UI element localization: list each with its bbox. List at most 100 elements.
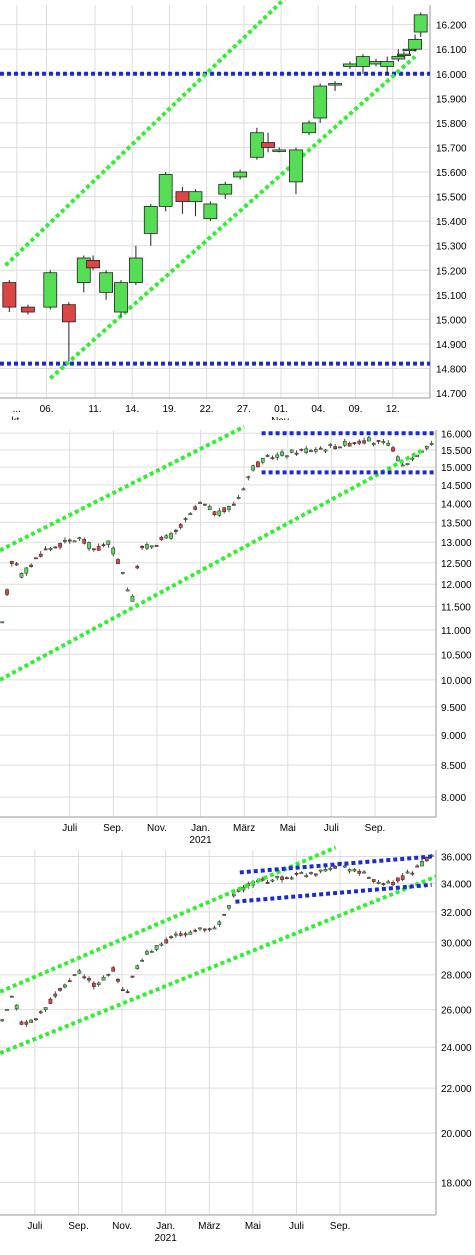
x-tick-label: Nov. bbox=[147, 823, 167, 834]
y-tick-label: 24.000 bbox=[441, 1043, 472, 1054]
candle-up bbox=[424, 446, 429, 449]
candle-down bbox=[53, 993, 58, 997]
y-tick-label: 15.000 bbox=[441, 463, 472, 474]
candle-up bbox=[367, 877, 371, 879]
y-tick-label: 15.600 bbox=[436, 168, 467, 179]
candle-down bbox=[164, 939, 169, 944]
x-tick-label: 06. bbox=[40, 404, 54, 415]
candle-down bbox=[183, 933, 188, 936]
y-tick-label: 16.000 bbox=[436, 70, 467, 81]
y-tick-label: 15.900 bbox=[436, 94, 467, 105]
y-tick-label: 15.300 bbox=[436, 242, 467, 253]
candle-down bbox=[338, 446, 342, 449]
candle-up bbox=[275, 876, 280, 879]
y-tick-label: 18.000 bbox=[441, 1179, 472, 1190]
candle-up bbox=[323, 869, 328, 872]
y-tick-label: 20.000 bbox=[441, 1129, 472, 1140]
x-tick-label: Sep. bbox=[68, 1221, 89, 1232]
candle-down bbox=[270, 457, 275, 460]
candle-down bbox=[371, 879, 376, 882]
chart-panel-1: 14.700 14.800 14.900 15.000 15.100 15.200 15.3… bbox=[0, 0, 475, 427]
x-tick-label: Jan. bbox=[156, 1221, 175, 1232]
y-tick-label: 15.200 bbox=[436, 266, 467, 277]
y-tick-label: 16.100 bbox=[436, 45, 467, 56]
candle-down bbox=[352, 442, 357, 444]
y-tick-label: 16.200 bbox=[436, 21, 467, 32]
candle-up bbox=[77, 970, 82, 974]
candle-down bbox=[424, 856, 429, 862]
candle-up bbox=[405, 463, 410, 465]
candle-up bbox=[309, 872, 313, 874]
candle-up bbox=[149, 951, 154, 953]
y-tick-label: 8.500 bbox=[441, 761, 466, 772]
candle-down bbox=[260, 878, 265, 881]
candle-up bbox=[265, 455, 270, 457]
candle-down bbox=[67, 539, 72, 542]
candle-up bbox=[413, 14, 428, 33]
candle-down bbox=[14, 563, 19, 566]
candle-up bbox=[429, 443, 434, 445]
x-tick-label: März bbox=[198, 1221, 220, 1232]
y-tick-label: 15.100 bbox=[436, 291, 467, 302]
candle-down bbox=[265, 882, 270, 884]
candle-up bbox=[125, 589, 130, 592]
candlestick-chart-3: 36.000 34.000 32.000 30.000 28.000 26.000 24.0… bbox=[0, 845, 472, 1244]
y-tick-label: 14.000 bbox=[441, 499, 472, 510]
candle-up bbox=[246, 476, 251, 479]
candle-up bbox=[198, 502, 202, 504]
candle-down bbox=[256, 461, 260, 468]
candle-down bbox=[261, 142, 275, 148]
candle-up bbox=[5, 1009, 9, 1011]
candle-up bbox=[328, 444, 333, 446]
candle-up bbox=[106, 540, 111, 545]
candle-up bbox=[231, 893, 236, 897]
x-tick-label: 09. bbox=[349, 404, 363, 415]
y-tick-label: 8.000 bbox=[441, 793, 466, 804]
candle-down bbox=[285, 877, 289, 879]
candle-down bbox=[357, 870, 362, 874]
candle-up bbox=[272, 149, 287, 152]
y-tick-label: 26.000 bbox=[441, 1006, 472, 1017]
candle-down bbox=[178, 933, 183, 936]
candle-up bbox=[328, 867, 333, 870]
channel-lower-line bbox=[0, 874, 437, 1055]
candle-down bbox=[391, 882, 395, 886]
candle-down bbox=[362, 440, 366, 444]
candle-down bbox=[222, 507, 226, 512]
x-tick-label: 01. bbox=[274, 404, 288, 415]
candle-up bbox=[323, 449, 328, 452]
candle-up bbox=[218, 183, 233, 195]
candle-down bbox=[280, 876, 284, 881]
channel-upper-line bbox=[0, 424, 246, 553]
candle-up bbox=[343, 63, 357, 67]
candle-down bbox=[38, 553, 43, 557]
candle-down bbox=[333, 446, 337, 450]
y-tick-label: 14.900 bbox=[436, 340, 467, 351]
candle-up bbox=[342, 441, 347, 446]
candle-up bbox=[203, 203, 218, 220]
candle-down bbox=[400, 875, 405, 880]
candle-down bbox=[82, 976, 87, 979]
candle-up bbox=[285, 455, 289, 458]
candle-up bbox=[380, 61, 395, 67]
candle-down bbox=[175, 191, 190, 202]
candle-up bbox=[356, 56, 370, 67]
candle-up bbox=[174, 933, 178, 936]
candle-down bbox=[53, 546, 58, 549]
candle-up bbox=[289, 149, 303, 183]
x-sublabel: Nov. bbox=[271, 416, 291, 420]
candle-down bbox=[169, 936, 173, 939]
candle-up bbox=[159, 943, 164, 946]
candle-up bbox=[188, 931, 193, 935]
candle-down bbox=[21, 306, 35, 313]
candle-up bbox=[72, 540, 77, 543]
candle-up bbox=[381, 441, 386, 443]
y-tick-label: 15.700 bbox=[436, 143, 467, 154]
candle-up bbox=[289, 449, 294, 453]
x-tick-label: Mai bbox=[280, 823, 296, 834]
candlestick-chart-2: 16.000 15.500 15.000 14.500 14.000 13.500 13.0… bbox=[0, 424, 472, 846]
candle-down bbox=[222, 913, 226, 916]
candle-down bbox=[34, 557, 38, 560]
x-tick-label: 11. bbox=[88, 404, 101, 415]
candlestick-chart-1: 14.700 14.800 14.900 15.000 15.100 15.200 15.3… bbox=[0, 0, 467, 427]
